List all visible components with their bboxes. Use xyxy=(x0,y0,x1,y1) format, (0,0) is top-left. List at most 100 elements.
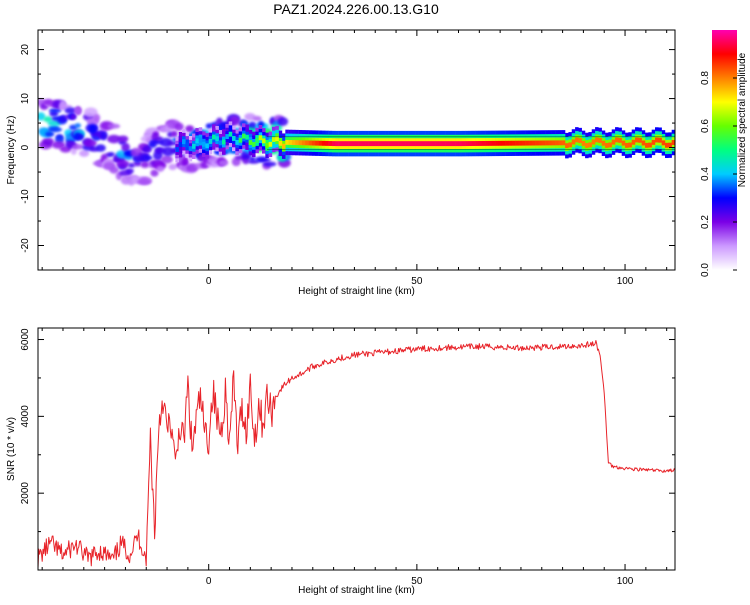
spectrogram-cell xyxy=(375,141,379,147)
spectrogram-cell xyxy=(116,159,130,168)
spectrogram-cell xyxy=(212,134,216,140)
spectrogram-cell xyxy=(481,141,486,146)
spectrogram-cell xyxy=(222,139,226,145)
spectrogram-y-tick-label: 0 xyxy=(20,144,31,150)
spectrogram-cell xyxy=(388,141,393,147)
snr-x-tick-label: 50 xyxy=(411,576,423,587)
spectrogram-cell xyxy=(107,123,121,129)
spectrogram-cell xyxy=(478,141,483,146)
spectrogram-cell xyxy=(93,113,101,122)
spectrogram-cell xyxy=(315,140,319,146)
snr-panel: 0 50 100 2000 4000 6000 Height of straight li… xyxy=(6,327,676,596)
spectrogram-cell xyxy=(249,156,256,162)
spectrogram-cell xyxy=(391,141,396,147)
spectrogram-ticks: 0 50 100 -20 -10 0 10 20 xyxy=(20,30,675,287)
spectrogram-cell xyxy=(70,113,77,120)
spectrogram-y-tick-label: 20 xyxy=(20,44,31,56)
spectrogram-cell xyxy=(455,141,459,147)
spectrogram-cell xyxy=(448,141,453,147)
spectrogram-cell xyxy=(198,137,203,143)
spectrogram-cell xyxy=(285,139,289,145)
spectrogram-cell xyxy=(628,142,632,148)
spectrogram-cell xyxy=(588,142,592,148)
spectrogram-cell xyxy=(421,141,426,147)
spectrogram-cell xyxy=(591,139,596,145)
colorbar-tick-label: 0.8 xyxy=(700,71,711,85)
spectrogram-cell xyxy=(621,140,626,146)
spectrogram-cell xyxy=(655,137,659,143)
spectrogram-cell xyxy=(48,126,63,133)
spectrogram-cell xyxy=(368,141,373,147)
spectrogram-panel: 0 50 100 -20 -10 0 10 20 Height of straight lin… xyxy=(6,29,679,297)
spectrogram-cell xyxy=(298,140,303,146)
snr-series-line xyxy=(38,340,675,569)
spectrogram-cell xyxy=(215,136,219,142)
spectrogram-cell xyxy=(328,141,333,146)
spectrogram-cell xyxy=(528,140,532,146)
spectrogram-cell xyxy=(431,141,436,147)
spectrogram-cell xyxy=(495,140,499,146)
spectrogram-cell xyxy=(78,149,90,157)
spectrogram-cell xyxy=(418,141,423,147)
spectrogram-cell xyxy=(475,141,479,146)
snr-y-axis-label: SNR (10 * v/v) xyxy=(6,417,17,481)
spectrogram-cell xyxy=(648,142,652,148)
spectrogram-cell xyxy=(671,140,675,145)
spectrogram-cell xyxy=(531,140,536,146)
snr-y-tick-label: 6000 xyxy=(20,328,31,351)
spectrogram-cell xyxy=(257,157,271,163)
spectrogram-cell xyxy=(498,140,503,146)
spectrogram-cell xyxy=(268,141,273,147)
spectrogram-cell xyxy=(571,139,576,145)
spectrogram-y-tick-label: -10 xyxy=(20,189,31,204)
spectrogram-cell xyxy=(140,161,150,169)
spectrogram-cell xyxy=(77,133,84,141)
spectrogram-cell xyxy=(598,138,602,143)
spectrogram-cell xyxy=(378,141,383,147)
spectrogram-cell xyxy=(335,141,339,147)
spectrogram-cell xyxy=(438,141,443,147)
spectrogram-cell xyxy=(351,141,356,147)
spectrogram-cell xyxy=(238,137,243,143)
spectrogram-cell xyxy=(162,146,175,157)
spectrogram-cell xyxy=(441,141,446,147)
spectrogram-cell xyxy=(521,140,526,146)
spectrogram-cell xyxy=(408,141,413,147)
spectrogram-cell xyxy=(128,162,136,168)
spectrogram-cell xyxy=(245,134,249,140)
spectrogram-x-axis-label: Height of straight line (km) xyxy=(298,286,415,297)
spectrogram-cell xyxy=(73,106,82,115)
spectrogram-cell xyxy=(568,142,572,148)
spectrogram-cell xyxy=(638,137,642,143)
spectrogram-cell xyxy=(72,143,84,150)
spectrogram-cell xyxy=(252,115,262,122)
spectrogram-cell xyxy=(109,166,119,174)
spectrogram-cell xyxy=(668,142,672,148)
spectrogram-cell xyxy=(137,178,152,185)
spectrogram-cell xyxy=(618,137,622,143)
spectrogram-cell xyxy=(142,145,153,154)
spectrogram-cell xyxy=(295,140,299,146)
spectrogram-cell xyxy=(104,158,115,164)
spectrogram-cell xyxy=(581,140,586,146)
spectrogram-cell xyxy=(401,141,406,147)
spectrogram-cell xyxy=(311,140,316,146)
spectrogram-cell xyxy=(395,141,399,147)
spectrogram-cell xyxy=(42,137,54,146)
spectrogram-cell xyxy=(608,142,612,148)
spectrogram-cell xyxy=(175,147,179,152)
spectrogram-cell xyxy=(160,155,173,164)
spectrogram-cell xyxy=(248,140,253,146)
spectrogram-cell xyxy=(291,140,296,145)
spectrogram-cell xyxy=(174,122,184,131)
spectrogram-cell xyxy=(385,141,389,147)
spectrogram-cell xyxy=(125,168,134,174)
spectrogram-cell xyxy=(505,140,509,146)
spectrogram-cell xyxy=(535,140,539,146)
spectrogram-cell xyxy=(675,138,679,143)
spectrogram-y-axis-label: Frequency (Hz) xyxy=(6,116,17,185)
spectrogram-cell xyxy=(208,138,213,144)
spectrogram-cell xyxy=(275,136,279,142)
spectrogram-cell xyxy=(192,143,196,149)
spectrogram-cell xyxy=(45,131,55,137)
